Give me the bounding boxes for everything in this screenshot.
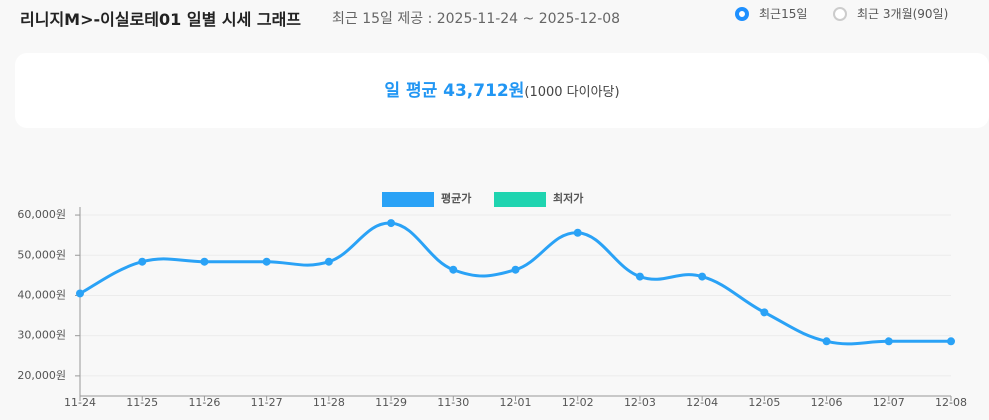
x-tick-label: 12-04 — [686, 396, 718, 409]
x-tick-label: 12-08 — [935, 396, 967, 409]
x-tick-label: 11-24 — [64, 396, 96, 409]
x-tick-label: 12-03 — [624, 396, 656, 409]
x-tick-label: 12-01 — [500, 396, 532, 409]
y-tick-label: 40,000원 — [17, 288, 66, 301]
radio-label[interactable]: 최근 3개월(90일) — [857, 7, 949, 21]
x-tick-label: 11-29 — [375, 396, 407, 409]
radio-option[interactable]: 최근 3개월(90일) — [833, 5, 948, 22]
x-tick-label: 11-27 — [251, 396, 283, 409]
y-tick-label: 60,000원 — [17, 208, 66, 221]
y-tick-label: 30,000원 — [17, 329, 66, 342]
legend-swatch — [382, 192, 434, 207]
data-point — [449, 265, 458, 274]
radio-label[interactable]: 최근15일 — [759, 7, 808, 21]
radio-button[interactable] — [735, 6, 749, 21]
x-tick-label: 11-30 — [437, 396, 469, 409]
x-tick-label: 11-26 — [188, 396, 220, 409]
x-tick-label: 12-02 — [562, 396, 594, 409]
data-point — [698, 272, 707, 281]
page-title: 리니지M>-이실로테01 일별 시세 그래프 — [20, 10, 302, 29]
data-point — [822, 337, 831, 346]
y-tick-label: 50,000원 — [17, 248, 66, 261]
x-tick-label: 12-05 — [748, 396, 780, 409]
data-point — [947, 337, 955, 346]
average-unit: (1000 다이아당) — [524, 85, 620, 100]
legend-label: 평균가 — [441, 191, 471, 205]
summary-box: 일 평균 43,712원(1000 다이아당) — [15, 53, 989, 128]
page-subtitle: 최근 15일 제공 : 2025-11-24 ~ 2025-12-08 — [332, 11, 621, 27]
y-tick-label: 20,000원 — [17, 369, 66, 382]
data-point — [324, 257, 333, 266]
x-tick-label: 11-28 — [313, 396, 345, 409]
data-point — [884, 337, 893, 346]
data-point — [262, 257, 271, 266]
data-point — [573, 228, 582, 237]
legend-swatch — [494, 192, 546, 207]
data-point — [76, 289, 84, 298]
data-point — [200, 257, 209, 266]
radio-button[interactable] — [833, 6, 847, 21]
data-point — [635, 272, 644, 281]
data-point — [387, 219, 396, 228]
series-line — [79, 221, 951, 346]
data-point — [138, 257, 147, 266]
x-tick-label: 11-25 — [126, 396, 158, 409]
data-point — [760, 308, 769, 317]
legend-label: 최저가 — [553, 191, 583, 205]
radio-option[interactable]: 최근15일 — [735, 5, 807, 22]
x-tick-label: 12-06 — [811, 396, 843, 409]
average-price: 일 평균 43,712원 — [384, 81, 525, 101]
x-tick-label: 12-07 — [873, 396, 905, 409]
data-point — [511, 265, 520, 274]
